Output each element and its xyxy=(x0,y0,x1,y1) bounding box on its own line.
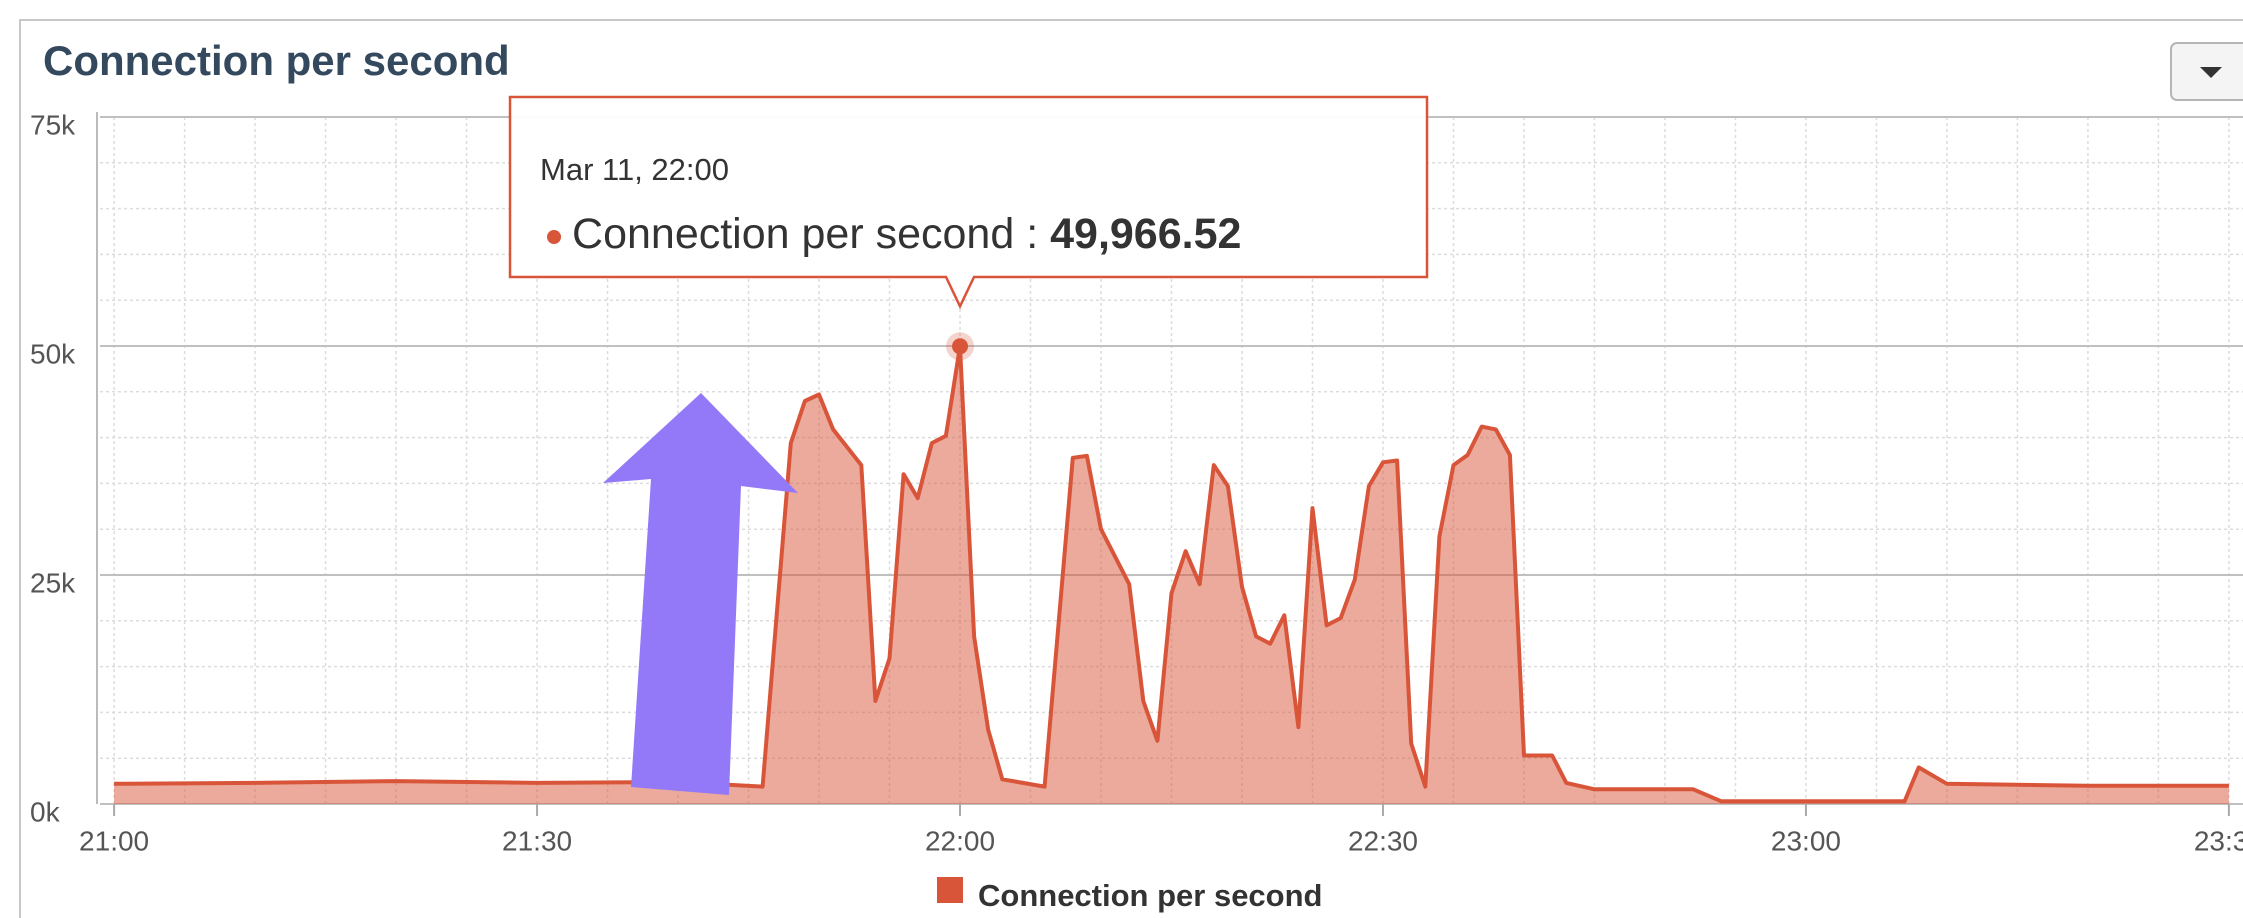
plot-area: 0k 25k 50k 75k 21:00 21:30 22:00 22:30 23:00 23:3… xyxy=(30,109,2243,856)
tooltip-date: Mar 11, 22:00 xyxy=(540,152,729,187)
tooltip-box xyxy=(508,95,1429,310)
x-tick-label: 22:00 xyxy=(925,825,995,856)
legend-label: Connection per second xyxy=(978,878,1322,913)
highlight-point xyxy=(952,338,969,355)
legend-swatch xyxy=(937,877,963,903)
y-tick-label: 75k xyxy=(30,109,76,140)
tooltip-series: Connection per second : xyxy=(572,210,1038,258)
tooltip-text: Connection per second : 49,966.52 xyxy=(572,210,1241,258)
chart-title: Connection per second xyxy=(43,37,510,84)
area-fill xyxy=(114,346,2229,804)
tooltip: Mar 11, 22:00 Connection per second : 49,… xyxy=(508,95,1429,310)
y-tick-label: 0k xyxy=(30,796,61,827)
y-tick-label: 25k xyxy=(30,567,76,598)
area-line xyxy=(114,344,2229,804)
x-tick-label: 23:00 xyxy=(1771,825,1841,856)
x-tick-label: 21:30 xyxy=(502,825,572,856)
menu-button-icon xyxy=(2200,67,2222,78)
x-tick-label: 21:00 xyxy=(79,825,149,856)
x-tick-label: 23:30 xyxy=(2194,825,2243,856)
legend[interactable]: Connection per second xyxy=(937,877,1322,913)
x-tick-label: 22:30 xyxy=(1348,825,1418,856)
tooltip-dot xyxy=(547,230,562,244)
y-tick-label: 50k xyxy=(30,338,76,369)
tooltip-value: 49,966.52 xyxy=(1050,210,1241,258)
menu-button[interactable] xyxy=(2170,42,2243,101)
annotation-arrow xyxy=(603,393,798,795)
